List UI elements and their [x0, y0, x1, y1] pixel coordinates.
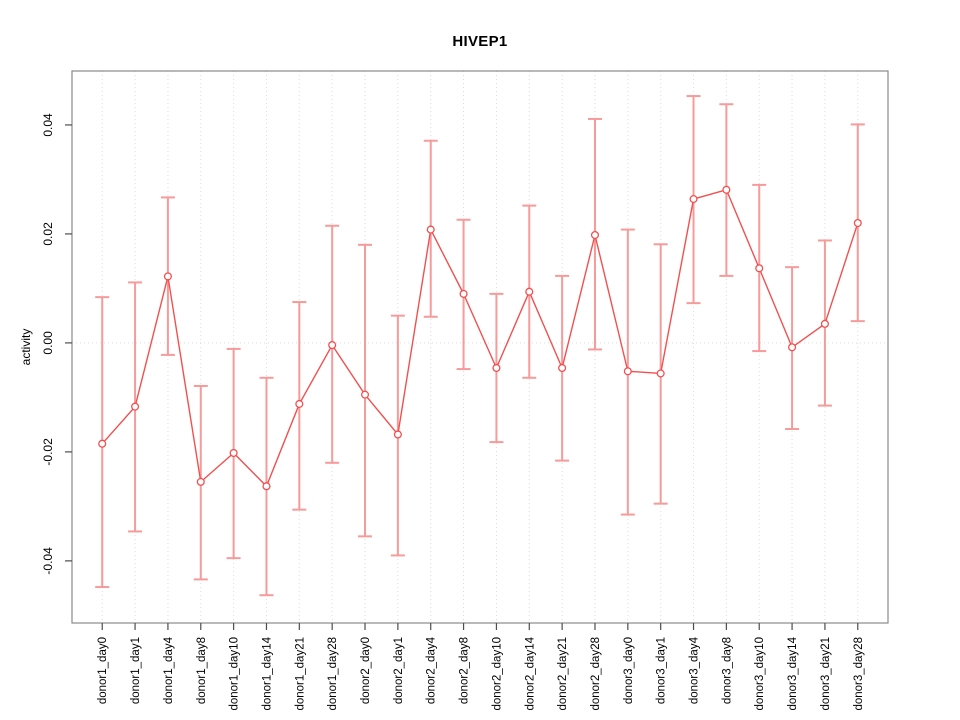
y-tick-label: 0.00	[41, 331, 55, 355]
x-tick-label: donor2_day28	[590, 637, 602, 711]
x-tick-label: donor2_day21	[557, 637, 569, 711]
data-point	[722, 185, 731, 194]
data-point	[98, 439, 107, 448]
x-tick-label: donor3_day28	[853, 637, 865, 711]
x-tick-label: donor2_day1	[393, 637, 405, 704]
x-tick-label: donor1_day28	[327, 637, 339, 711]
y-tick-label: 0.04	[41, 113, 55, 137]
data-point	[755, 264, 764, 273]
x-tick-label: donor3_day10	[754, 637, 766, 711]
data-point	[590, 230, 600, 240]
x-tick-label: donor3_day8	[721, 637, 733, 704]
x-tick-label: donor2_day14	[524, 636, 536, 710]
data-point	[426, 225, 435, 234]
data-point	[262, 482, 271, 491]
x-tick-label: donor2_day10	[491, 637, 503, 711]
data-point	[820, 319, 829, 328]
data-point	[459, 289, 468, 298]
data-point	[295, 399, 304, 408]
data-point	[656, 369, 665, 378]
x-tick-label: donor1_day8	[196, 637, 208, 704]
data-point	[853, 218, 862, 228]
data-point	[131, 402, 140, 411]
data-point	[689, 195, 698, 204]
data-point	[788, 343, 797, 352]
x-tick-label: donor1_day0	[97, 637, 109, 704]
data-point	[623, 367, 632, 376]
x-tick-label: donor2_day4	[426, 636, 438, 704]
y-tick-label: -0.02	[41, 438, 55, 466]
x-tick-label: donor3_day21	[820, 637, 832, 711]
data-point	[229, 448, 238, 458]
x-tick-label: donor1_day10	[229, 637, 241, 711]
series-line	[101, 189, 859, 487]
chart-title: HIVEP1	[452, 33, 508, 50]
x-tick-label: donor3_day1	[656, 637, 668, 704]
data-point	[163, 272, 172, 281]
x-tick-label: donor1_day21	[294, 637, 306, 711]
x-tick-label: donor1_day14	[261, 636, 273, 710]
x-tick-label: donor3_day14	[787, 636, 799, 710]
data-point	[196, 477, 205, 486]
y-tick-label: -0.04	[41, 547, 55, 575]
data-point	[558, 363, 567, 373]
plot-box	[71, 70, 889, 624]
x-tick-label: donor1_day4	[163, 636, 175, 704]
x-tick-label: donor2_day8	[459, 637, 471, 704]
data-point	[525, 287, 534, 296]
x-tick-label: donor2_day0	[360, 637, 372, 704]
x-tick-label: donor3_day4	[689, 636, 701, 704]
y-tick-label: 0.02	[41, 222, 55, 246]
x-tick-label: donor3_day0	[623, 637, 635, 704]
x-tick-label: donor1_day1	[130, 637, 142, 704]
data-point	[393, 430, 402, 439]
data-point	[492, 363, 501, 373]
data-point	[360, 390, 370, 399]
data-point	[328, 341, 337, 350]
